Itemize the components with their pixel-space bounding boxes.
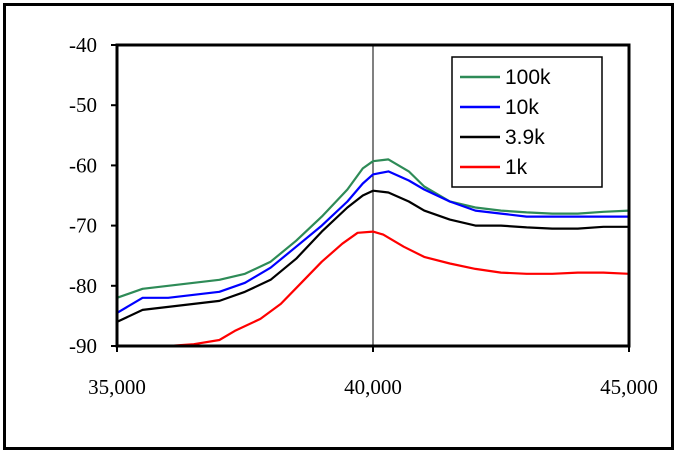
legend-label: 3.9k: [505, 126, 545, 149]
legend: 100k 10k 3.9k 1k: [451, 56, 603, 188]
series-line-3-9k: [116, 189, 629, 323]
x-axis-tick-labels: 35,000 40,000 45,000: [88, 346, 658, 399]
y-tick-label: -50: [69, 93, 97, 117]
series-line-100k: [116, 158, 630, 299]
y-tick-label: -90: [69, 334, 97, 358]
x-tick-label: 35,000: [88, 375, 146, 399]
series-layer: [116, 158, 630, 348]
series-line-1k: [117, 230, 630, 348]
legend-box: [451, 56, 603, 188]
legend-label: 10k: [505, 96, 539, 119]
x-tick-label: 45,000: [600, 375, 658, 399]
y-tick-label: -80: [69, 274, 97, 298]
legend-label: 100k: [505, 66, 551, 89]
x-tick-label: 40,000: [344, 375, 402, 399]
legend-label: 1k: [505, 156, 528, 179]
y-tick-label: -70: [69, 214, 97, 238]
y-axis-tick-labels: -40 -50 -60 -70 -80 -90: [69, 33, 117, 358]
y-tick-label: -60: [69, 153, 97, 177]
y-tick-label: -40: [69, 33, 97, 57]
series-line-10k: [116, 170, 629, 314]
